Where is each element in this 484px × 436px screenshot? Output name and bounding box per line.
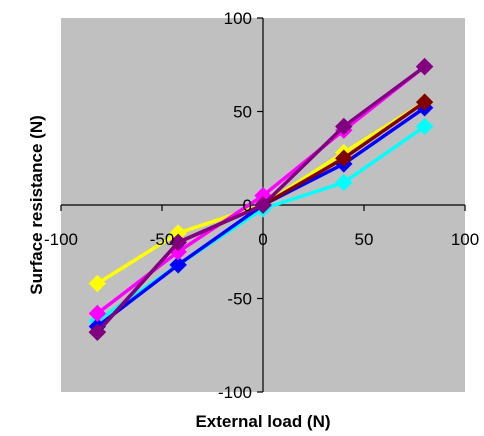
- x-tick-label: -100: [44, 230, 78, 249]
- y-tick-label: -50: [227, 290, 252, 309]
- data-point-marker: [335, 117, 353, 136]
- x-tick-label: 50: [355, 230, 374, 249]
- y-axis-title: Surface resistance (N): [27, 115, 46, 295]
- data-point-marker: [415, 117, 434, 136]
- y-tick-label: 0: [243, 196, 252, 215]
- y-tick-label: 100: [224, 9, 252, 28]
- series-6: [88, 57, 434, 341]
- data-point-marker: [335, 149, 353, 167]
- x-tick-label: 100: [451, 230, 479, 249]
- data-point-marker: [88, 304, 107, 323]
- data-point-marker: [335, 173, 353, 192]
- data-point-marker: [88, 323, 107, 341]
- series-layer: [88, 57, 434, 341]
- data-point-marker: [415, 57, 434, 76]
- tick-labels: -100 -50 0 50 100 -100 -50 0 50 100: [44, 9, 479, 402]
- data-point-marker: [169, 256, 187, 274]
- y-tick-label: -100: [218, 383, 252, 402]
- x-tick-label: -50: [150, 230, 175, 249]
- y-tick-label: 50: [233, 103, 252, 122]
- data-point-marker: [88, 274, 107, 293]
- data-point-marker: [254, 196, 272, 214]
- data-point-marker: [415, 93, 434, 111]
- x-tick-label: 0: [258, 230, 267, 249]
- data-point-marker: [169, 233, 187, 252]
- x-axis-title: External load (N): [195, 412, 330, 431]
